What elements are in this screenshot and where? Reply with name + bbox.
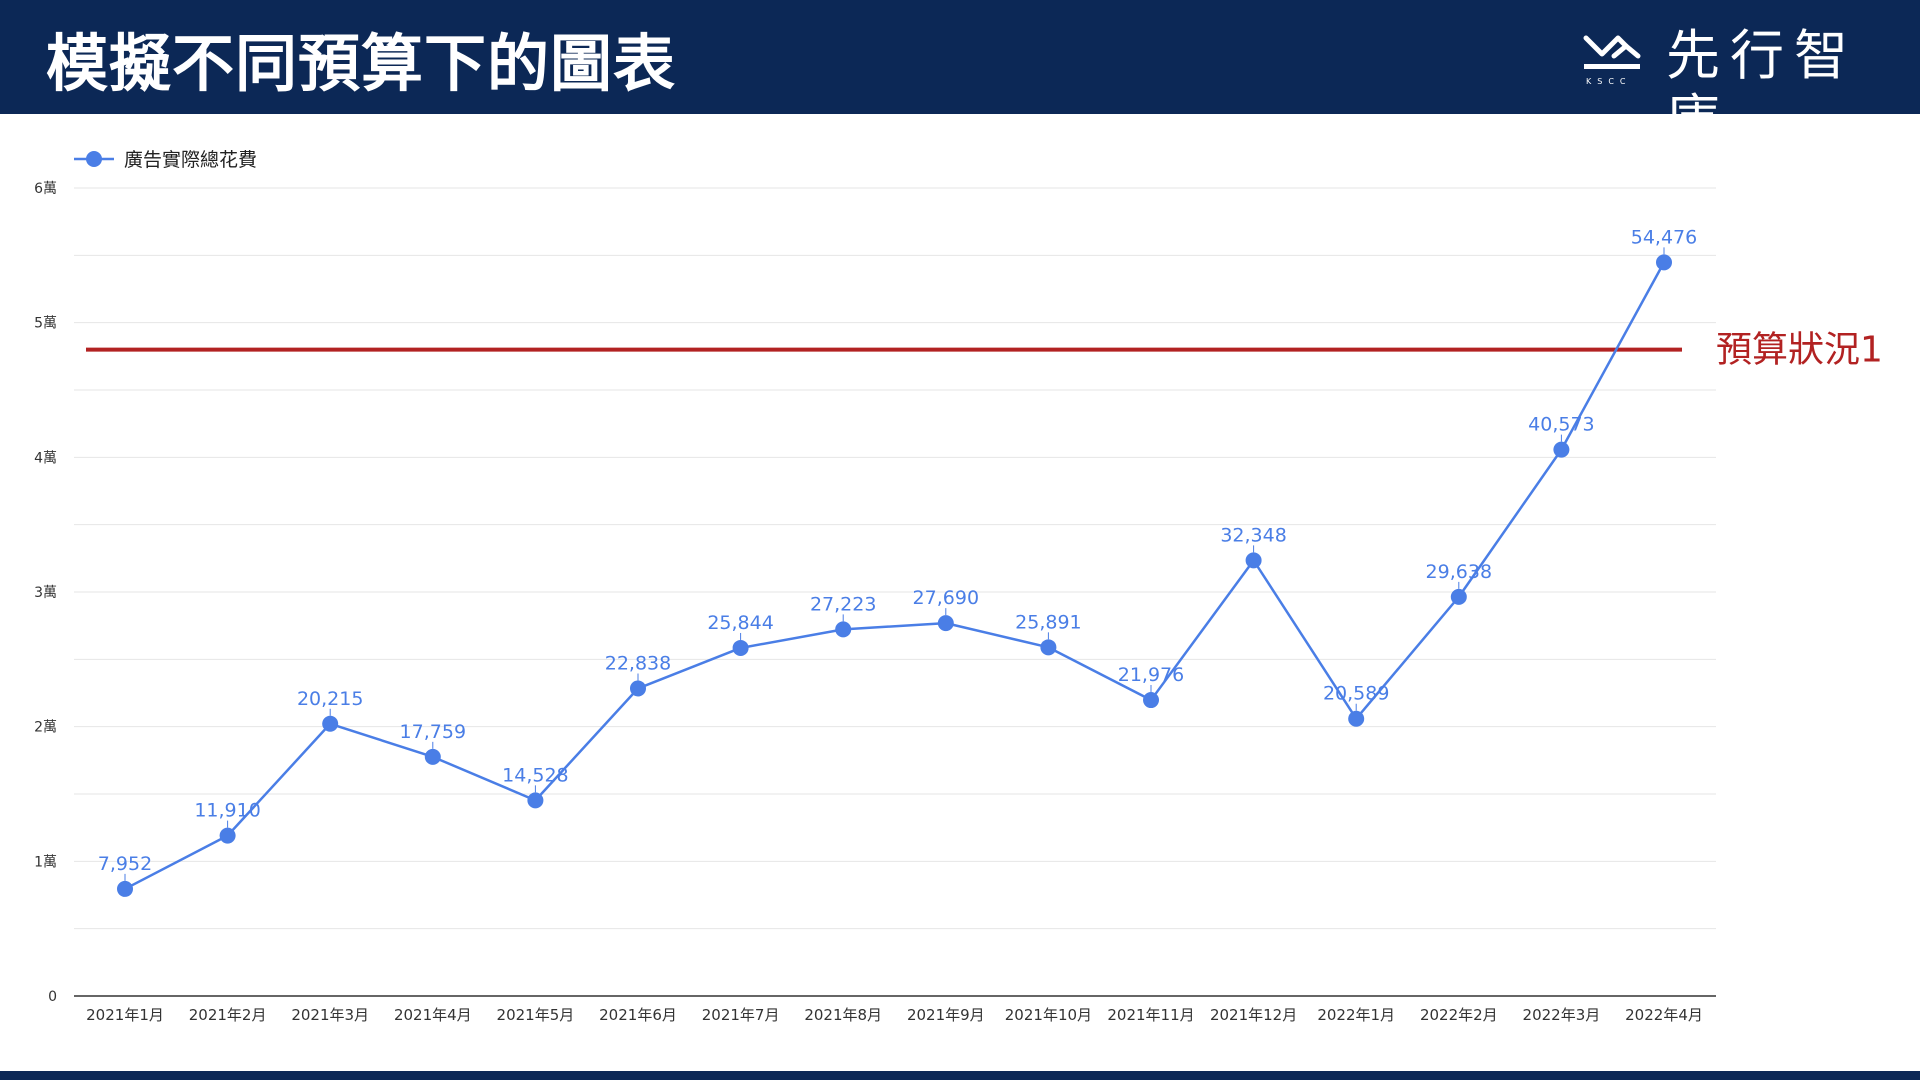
y-tick-label: 5萬: [34, 316, 57, 332]
x-tick-label: 2022年2月: [1420, 1006, 1498, 1024]
legend-label: 廣告實際總花費: [124, 149, 257, 171]
x-tick-label: 2021年4月: [394, 1006, 472, 1024]
logo-text: 先行智庫: [1666, 24, 1858, 151]
x-tick-label: 2021年1月: [86, 1006, 164, 1024]
data-label: 32,348: [1220, 524, 1286, 546]
legend: 廣告實際總花費: [74, 149, 257, 171]
axes: 0 1萬 2萬 3萬 4萬 5萬 6萬 2021年1月 2021年2月 2021年3月 2021年4…: [34, 181, 1716, 1024]
y-tick-label: 1萬: [34, 854, 57, 870]
data-point: [1040, 639, 1057, 656]
data-point: [835, 621, 852, 638]
x-tick-label: 2021年5月: [497, 1006, 575, 1024]
data-label: 17,759: [400, 721, 466, 743]
data-label: 27,690: [913, 587, 979, 609]
x-tick-label: 2021年12月: [1210, 1006, 1297, 1024]
data-label: 25,891: [1015, 611, 1081, 633]
y-tick-label: 0: [48, 989, 57, 1005]
page-title: 模擬不同預算下的圖表: [46, 27, 677, 100]
footer-bar: [0, 1071, 1920, 1080]
data-point: [1245, 552, 1262, 569]
data-label: 11,910: [194, 800, 260, 822]
x-tick-label: 2021年7月: [702, 1006, 780, 1024]
data-point: [219, 827, 236, 844]
data-label: 7,952: [98, 853, 152, 875]
x-tick-label: 2021年11月: [1107, 1006, 1194, 1024]
y-tick-label: 3萬: [34, 585, 57, 601]
data-point: [424, 748, 441, 765]
data-label: 20,215: [297, 688, 363, 710]
data-label: 25,844: [707, 612, 773, 634]
data-label: 14,528: [502, 764, 568, 786]
data-label: 27,223: [810, 593, 876, 615]
x-tick-label: 2021年10月: [1005, 1006, 1092, 1024]
data-label: 54,476: [1631, 226, 1697, 248]
x-tick-label: 2021年2月: [189, 1006, 267, 1024]
grid-lines: [74, 187, 1716, 930]
y-tick-label: 6萬: [34, 181, 57, 197]
reference-line-label: 預算狀況1: [1716, 330, 1883, 371]
header-bar: 模擬不同預算下的圖表 KSCC 先行智庫: [0, 0, 1920, 151]
x-tick-label: 2022年3月: [1523, 1006, 1601, 1024]
x-tick-label: 2021年9月: [907, 1006, 985, 1024]
data-point: [527, 792, 544, 809]
brand-logo: KSCC 先行智庫: [1582, 22, 1912, 151]
data-point: [937, 615, 954, 632]
x-tick-label: 2022年4月: [1625, 1006, 1703, 1024]
logo-icon: KSCC: [1583, 35, 1641, 86]
data-label: 22,838: [605, 652, 671, 674]
data-point: [630, 680, 646, 697]
reference-line-group: 預算狀況1: [86, 330, 1883, 371]
series-group: 7,952 11,910 20,215 17,759 14,528 22,838 25,84…: [98, 226, 1697, 897]
data-point: [1553, 441, 1570, 458]
data-label: 29,638: [1426, 561, 1492, 583]
data-label: 20,589: [1323, 683, 1389, 705]
data-point: [1348, 710, 1365, 727]
logo-subtext: KSCC: [1586, 77, 1632, 86]
data-point: [1450, 588, 1467, 605]
x-tick-label: 2021年8月: [804, 1006, 882, 1024]
data-point: [1656, 254, 1672, 271]
x-tick-label: 2021年3月: [291, 1006, 369, 1024]
y-tick-label: 2萬: [34, 720, 57, 736]
series-line: [124, 261, 1666, 891]
line-chart: 0 1萬 2萬 3萬 4萬 5萬 6萬 2021年1月 2021年2月 2021年3月 2021年4…: [34, 149, 1883, 1024]
x-tick-label: 2021年6月: [599, 1006, 677, 1024]
data-label: 21,976: [1118, 664, 1184, 686]
data-point: [732, 639, 749, 656]
data-point: [1143, 692, 1159, 709]
legend-marker: [86, 151, 102, 167]
y-tick-label: 4萬: [34, 450, 57, 466]
data-point: [117, 880, 133, 897]
data-label: 40,573: [1528, 414, 1594, 436]
data-point: [322, 715, 339, 732]
x-tick-label: 2022年1月: [1317, 1006, 1395, 1024]
